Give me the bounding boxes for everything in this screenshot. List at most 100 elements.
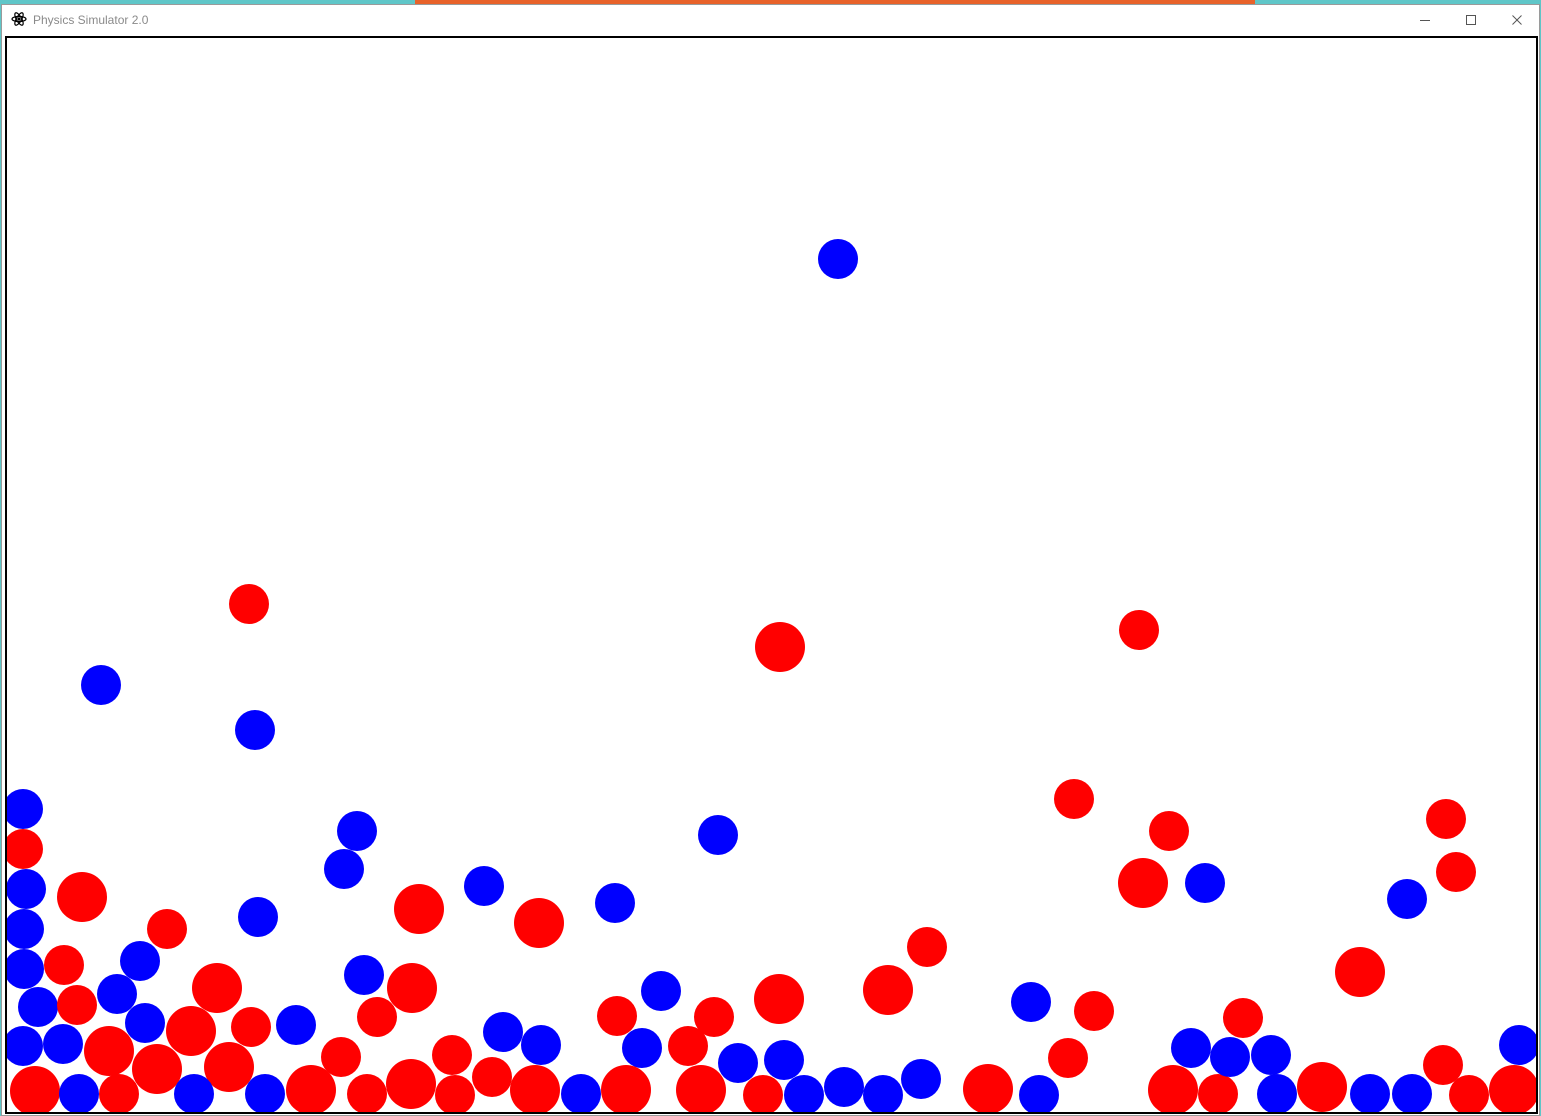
red-ball	[755, 622, 805, 672]
blue-ball	[174, 1074, 214, 1112]
red-ball	[668, 1026, 708, 1066]
blue-ball	[7, 789, 43, 829]
blue-ball	[276, 1005, 316, 1045]
red-ball	[1297, 1062, 1347, 1112]
red-ball	[754, 974, 804, 1024]
red-ball	[44, 945, 84, 985]
red-ball	[1054, 779, 1094, 819]
blue-ball	[1392, 1074, 1432, 1112]
blue-ball	[1499, 1025, 1536, 1065]
red-ball	[963, 1064, 1013, 1112]
blue-ball	[824, 1067, 864, 1107]
red-ball	[286, 1065, 336, 1112]
red-ball	[231, 1007, 271, 1047]
red-ball	[514, 898, 564, 948]
blue-ball	[561, 1074, 601, 1112]
blue-ball	[1210, 1037, 1250, 1077]
blue-ball	[97, 974, 137, 1014]
red-ball	[694, 997, 734, 1037]
blue-ball	[120, 941, 160, 981]
blue-ball	[235, 710, 275, 750]
red-ball	[432, 1035, 472, 1075]
red-ball	[435, 1075, 475, 1112]
blue-ball	[7, 869, 46, 909]
red-ball	[10, 1066, 60, 1112]
window-title: Physics Simulator 2.0	[33, 13, 149, 27]
blue-ball	[901, 1059, 941, 1099]
red-ball	[57, 985, 97, 1025]
desktop-background-accent	[415, 0, 1255, 4]
red-ball	[1449, 1075, 1489, 1112]
red-ball	[1149, 811, 1189, 851]
blue-ball	[1251, 1035, 1291, 1075]
simulation-drawing	[7, 239, 1536, 1112]
close-icon	[1512, 15, 1522, 25]
blue-ball	[1171, 1028, 1211, 1068]
red-ball	[132, 1044, 182, 1094]
red-ball	[472, 1057, 512, 1097]
blue-ball	[595, 883, 635, 923]
red-ball	[601, 1065, 651, 1112]
red-ball	[1198, 1074, 1238, 1112]
red-ball	[147, 909, 187, 949]
red-ball	[1074, 991, 1114, 1031]
red-ball	[386, 1059, 436, 1109]
blue-ball	[464, 866, 504, 906]
red-ball	[1223, 998, 1263, 1038]
red-ball	[99, 1074, 139, 1112]
blue-ball	[43, 1024, 83, 1064]
blue-ball	[764, 1040, 804, 1080]
simulation-canvas[interactable]	[5, 36, 1538, 1114]
maximize-icon	[1466, 15, 1476, 25]
atom-icon	[11, 12, 27, 26]
red-ball	[907, 927, 947, 967]
blue-ball	[344, 955, 384, 995]
blue-ball	[521, 1025, 561, 1065]
red-ball	[57, 872, 107, 922]
red-ball	[510, 1065, 560, 1112]
blue-ball	[7, 909, 44, 949]
red-ball	[743, 1075, 783, 1112]
blue-ball	[641, 971, 681, 1011]
blue-ball	[1257, 1074, 1297, 1112]
red-ball	[166, 1006, 216, 1056]
minimize-button[interactable]	[1402, 5, 1448, 35]
close-button[interactable]	[1494, 5, 1540, 35]
maximize-button[interactable]	[1448, 5, 1494, 35]
blue-ball	[698, 815, 738, 855]
blue-ball	[245, 1074, 285, 1112]
red-ball	[347, 1074, 387, 1112]
red-ball	[863, 965, 913, 1015]
red-ball	[1489, 1065, 1536, 1112]
red-ball	[676, 1065, 726, 1112]
blue-ball	[718, 1043, 758, 1083]
red-ball	[1148, 1065, 1198, 1112]
blue-ball	[324, 849, 364, 889]
blue-ball	[81, 665, 121, 705]
blue-ball	[622, 1028, 662, 1068]
blue-ball	[483, 1012, 523, 1052]
blue-ball	[818, 239, 858, 279]
blue-ball	[7, 1026, 43, 1066]
red-ball	[84, 1026, 134, 1076]
red-ball	[321, 1037, 361, 1077]
red-ball	[7, 829, 43, 869]
blue-ball	[7, 949, 44, 989]
title-bar[interactable]: Physics Simulator 2.0	[2, 5, 1539, 35]
red-ball	[1426, 799, 1466, 839]
blue-ball	[337, 811, 377, 851]
blue-ball	[863, 1075, 903, 1112]
red-ball	[1436, 852, 1476, 892]
red-ball	[357, 997, 397, 1037]
red-ball	[1119, 610, 1159, 650]
minimize-icon	[1420, 20, 1430, 21]
red-ball	[229, 584, 269, 624]
blue-ball	[125, 1003, 165, 1043]
blue-ball	[238, 897, 278, 937]
red-ball	[1118, 858, 1168, 908]
red-ball	[1048, 1038, 1088, 1078]
blue-ball	[1387, 879, 1427, 919]
blue-ball	[1011, 982, 1051, 1022]
red-ball	[192, 963, 242, 1013]
blue-ball	[18, 987, 58, 1027]
